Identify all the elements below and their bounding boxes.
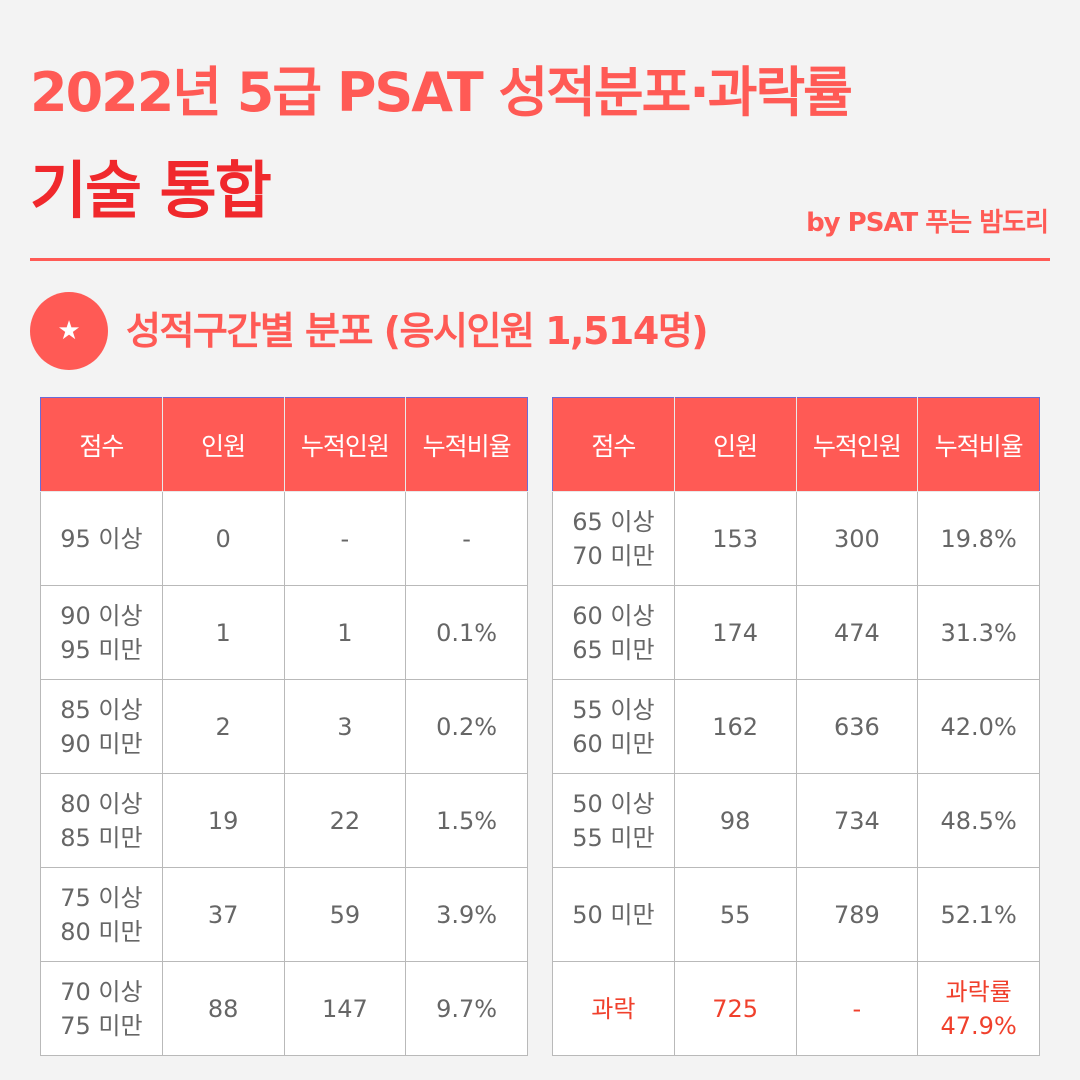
cumulative-ratio-cell: 0.1% [405, 585, 528, 680]
cumulative-ratio-cell: 3.9% [405, 867, 528, 962]
cumulative-ratio-cell: 48.5% [917, 773, 1040, 868]
column-header-count: 인원 [161, 397, 285, 492]
fail-rate-cell: 과락률 47.9% [917, 961, 1040, 1056]
score-range-cell: 85 이상 90 미만 [40, 679, 163, 774]
table-row: 50 이상 55 미만 98 734 48.5% [552, 773, 1040, 868]
score-range-cell: 50 이상 55 미만 [552, 773, 675, 868]
author-byline: by PSAT 푸는 밤도리 [806, 208, 1049, 238]
score-range-cell: 75 이상 80 미만 [40, 867, 163, 962]
table-row: 95 이상 0 - - [40, 491, 528, 586]
cumulative-count-cell: 3 [283, 679, 407, 774]
count-cell: 0 [161, 491, 285, 586]
score-range-cell: 65 이상 70 미만 [552, 491, 675, 586]
cumulative-ratio-cell: 0.2% [405, 679, 528, 774]
column-header-count: 인원 [673, 397, 797, 492]
count-cell: 88 [161, 961, 285, 1056]
table-row: 55 이상 60 미만 162 636 42.0% [552, 679, 1040, 774]
table-header-row: 점수 인원 누적인원 누적비율 [40, 397, 528, 492]
table-row: 60 이상 65 미만 174 474 31.3% [552, 585, 1040, 680]
cumulative-count-cell: 789 [795, 867, 919, 962]
cumulative-count-cell: - [795, 961, 919, 1056]
cumulative-count-cell: 300 [795, 491, 919, 586]
section-title: 성적구간별 분포 (응시인원 1,514명) [126, 309, 709, 353]
table-row: 90 이상 95 미만 1 1 0.1% [40, 585, 528, 680]
table-row: 50 미만 55 789 52.1% [552, 867, 1040, 962]
count-cell: 153 [673, 491, 797, 586]
score-table-right: 점수 인원 누적인원 누적비율 65 이상 70 미만 153 300 19.8… [552, 397, 1040, 1056]
column-header-score: 점수 [40, 397, 163, 492]
cumulative-count-cell: 147 [283, 961, 407, 1056]
table-row: 85 이상 90 미만 2 3 0.2% [40, 679, 528, 774]
score-range-cell: 95 이상 [40, 491, 163, 586]
count-cell: 37 [161, 867, 285, 962]
count-cell: 1 [161, 585, 285, 680]
table-row: 70 이상 75 미만 88 147 9.7% [40, 961, 528, 1056]
page-subtitle: 기술 통합 [30, 154, 272, 227]
score-range-cell: 80 이상 85 미만 [40, 773, 163, 868]
score-range-cell: 70 이상 75 미만 [40, 961, 163, 1056]
score-range-cell: 90 이상 95 미만 [40, 585, 163, 680]
column-header-cumulative-ratio: 누적비율 [917, 397, 1040, 492]
score-range-cell: 55 이상 60 미만 [552, 679, 675, 774]
fail-count-cell: 725 [673, 961, 797, 1056]
table-row: 75 이상 80 미만 37 59 3.9% [40, 867, 528, 962]
table-header-row: 점수 인원 누적인원 누적비율 [552, 397, 1040, 492]
count-cell: 55 [673, 867, 797, 962]
fail-label-cell: 과락 [552, 961, 675, 1056]
count-cell: 162 [673, 679, 797, 774]
cumulative-count-cell: 59 [283, 867, 407, 962]
table-row: 80 이상 85 미만 19 22 1.5% [40, 773, 528, 868]
cumulative-ratio-cell: 42.0% [917, 679, 1040, 774]
cumulative-ratio-cell: 9.7% [405, 961, 528, 1056]
page-title: 2022년 5급 PSAT 성적분포·과락률 [30, 61, 853, 124]
score-table-left: 점수 인원 누적인원 누적비율 95 이상 0 - - 90 이상 95 미만 … [40, 397, 528, 1056]
column-header-score: 점수 [552, 397, 675, 492]
table-row: 65 이상 70 미만 153 300 19.8% [552, 491, 1040, 586]
score-range-cell: 50 미만 [552, 867, 675, 962]
column-header-cumulative-count: 누적인원 [283, 397, 407, 492]
header-divider [30, 258, 1050, 261]
column-header-cumulative-ratio: 누적비율 [405, 397, 528, 492]
fail-row: 과락 725 - 과락률 47.9% [552, 961, 1040, 1056]
cumulative-ratio-cell: 31.3% [917, 585, 1040, 680]
score-range-cell: 60 이상 65 미만 [552, 585, 675, 680]
cumulative-count-cell: 474 [795, 585, 919, 680]
count-cell: 98 [673, 773, 797, 868]
cumulative-count-cell: - [283, 491, 407, 586]
cumulative-count-cell: 1 [283, 585, 407, 680]
count-cell: 174 [673, 585, 797, 680]
cumulative-ratio-cell: 19.8% [917, 491, 1040, 586]
cumulative-ratio-cell: 1.5% [405, 773, 528, 868]
cumulative-count-cell: 22 [283, 773, 407, 868]
cumulative-count-cell: 734 [795, 773, 919, 868]
count-cell: 2 [161, 679, 285, 774]
star-icon: ★ [30, 292, 108, 370]
cumulative-count-cell: 636 [795, 679, 919, 774]
column-header-cumulative-count: 누적인원 [795, 397, 919, 492]
cumulative-ratio-cell: - [405, 491, 528, 586]
count-cell: 19 [161, 773, 285, 868]
cumulative-ratio-cell: 52.1% [917, 867, 1040, 962]
